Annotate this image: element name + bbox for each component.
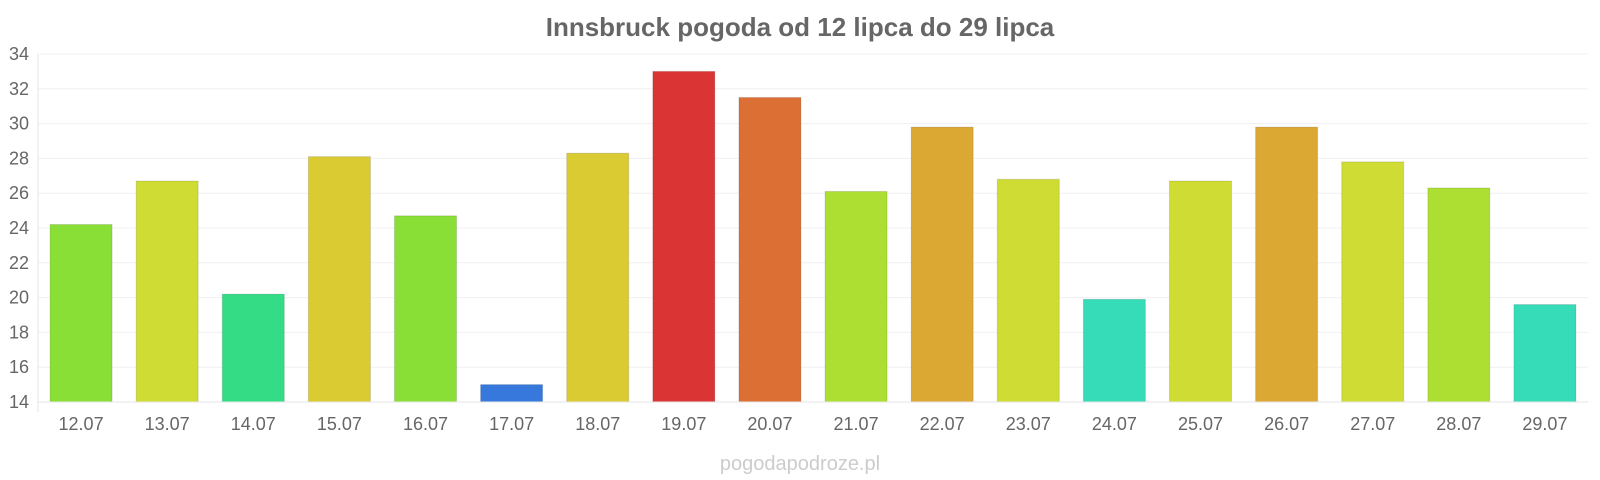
bar-21.07[interactable] <box>824 190 888 403</box>
y-tick-label: 14 <box>9 392 29 412</box>
bar-16.07[interactable] <box>394 215 457 403</box>
bar-23.07[interactable] <box>996 178 1060 403</box>
bar-25.07[interactable] <box>1169 180 1232 403</box>
x-tick-label: 20.07 <box>747 414 792 434</box>
x-tick-label: 21.07 <box>834 414 879 434</box>
x-tick-label: 13.07 <box>145 414 190 434</box>
x-tick-label: 15.07 <box>317 414 362 434</box>
bar-29.07[interactable] <box>1513 304 1577 403</box>
x-tick-label: 16.07 <box>403 414 448 434</box>
bar-18.07[interactable] <box>566 152 630 403</box>
x-tick-label: 18.07 <box>575 414 620 434</box>
bar-20.07[interactable] <box>738 97 802 403</box>
y-tick-label: 28 <box>9 148 29 168</box>
bar-17.07[interactable] <box>480 384 544 403</box>
x-tick-label: 19.07 <box>661 414 706 434</box>
x-axis: 12.07 13.07 14.07 15.07 16.07 17.07 18.07 19.07… <box>38 401 1588 434</box>
bar-19.07[interactable] <box>652 70 716 403</box>
y-tick-label: 30 <box>9 114 29 134</box>
bar-22.07[interactable] <box>910 126 974 403</box>
x-tick-label: 12.07 <box>59 414 104 434</box>
x-tick-label: 14.07 <box>231 414 276 434</box>
grid-lines <box>38 53 1588 403</box>
x-tick-label: 25.07 <box>1178 414 1223 434</box>
bar-26.07[interactable] <box>1255 126 1319 403</box>
y-tick-label: 26 <box>9 183 29 203</box>
bar-13.07[interactable] <box>135 180 199 403</box>
x-tick-label: 24.07 <box>1092 414 1137 434</box>
x-tick-label: 29.07 <box>1522 414 1567 434</box>
bars <box>49 70 1577 403</box>
x-tick-label: 23.07 <box>1006 414 1051 434</box>
bar-28.07[interactable] <box>1427 187 1491 403</box>
y-tick-label: 22 <box>9 253 29 273</box>
y-tick-label: 32 <box>9 79 29 99</box>
y-tick-label: 16 <box>9 357 29 377</box>
bar-12.07[interactable] <box>49 224 113 403</box>
y-tick-label: 18 <box>9 322 29 342</box>
x-tick-label: 22.07 <box>920 414 965 434</box>
chart-title: Innsbruck pogoda od 12 lipca do 29 lipca <box>546 12 1055 42</box>
bar-14.07[interactable] <box>221 293 285 403</box>
x-tick-label: 17.07 <box>489 414 534 434</box>
y-tick-label: 34 <box>9 44 29 64</box>
watermark: pogodapodroze.pl <box>720 453 880 475</box>
y-axis: 14 16 18 20 22 24 26 28 30 32 34 <box>9 44 39 412</box>
bar-15.07[interactable] <box>307 156 371 403</box>
x-tick-label: 28.07 <box>1436 414 1481 434</box>
x-tick-label: 26.07 <box>1264 414 1309 434</box>
y-tick-label: 24 <box>9 218 29 238</box>
y-tick-label: 20 <box>9 288 29 308</box>
x-tick-label: 27.07 <box>1350 414 1395 434</box>
bar-27.07[interactable] <box>1341 161 1405 403</box>
bar-24.07[interactable] <box>1082 298 1146 403</box>
